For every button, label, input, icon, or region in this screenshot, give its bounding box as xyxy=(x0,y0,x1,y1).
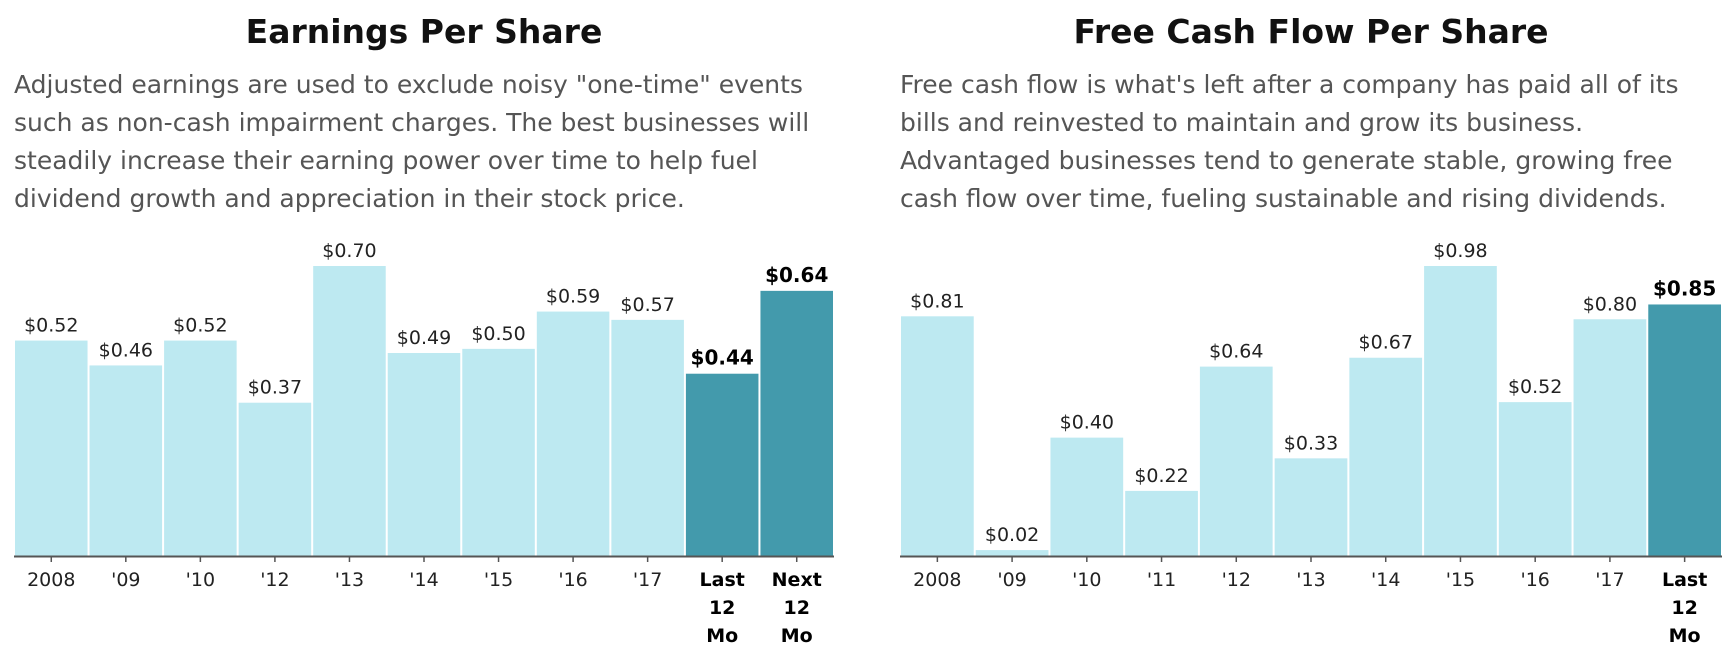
eps-x-tick-label: '12 xyxy=(260,569,289,591)
eps-bar-value-label: $0.52 xyxy=(173,315,227,337)
eps-bar-value-label: $0.57 xyxy=(620,294,674,316)
fcf-bar-value-label: $0.22 xyxy=(1134,465,1188,487)
fcf-x-tick-label: '15 xyxy=(1446,569,1475,591)
fcf-x-tick-label: Last 12 Mo xyxy=(1662,569,1707,647)
fcf-bar-value-label: $0.67 xyxy=(1359,332,1413,354)
eps-x-tick-label: '17 xyxy=(633,569,662,591)
eps-bar-value-label: $0.49 xyxy=(397,327,451,349)
fcf-bar xyxy=(1125,490,1198,556)
eps-x-tick-label: '15 xyxy=(484,569,513,591)
eps-bar-value-label: $0.44 xyxy=(691,346,754,370)
eps-bar xyxy=(313,266,386,556)
eps-bar xyxy=(611,319,684,556)
fcf-chart-title: Free Cash Flow Per Share xyxy=(1073,12,1549,51)
fcf-x-tick-label: '09 xyxy=(997,569,1026,591)
fcf-bar xyxy=(1349,357,1423,556)
eps-bar xyxy=(238,402,312,556)
eps-bar-value-label: $0.70 xyxy=(322,240,376,262)
fcf-bar xyxy=(1199,366,1273,556)
eps-bar xyxy=(387,353,461,556)
fcf-bar-value-label: $0.81 xyxy=(910,290,964,312)
eps-x-tick-label: Last 12 Mo xyxy=(700,569,745,647)
eps-chart-description: Adjusted earnings are used to exclude no… xyxy=(14,70,810,213)
fcf-bar-value-label: $0.52 xyxy=(1508,376,1562,398)
eps-x-tick-label: Next 12 Mo xyxy=(772,569,822,647)
eps-bar-value-label: $0.50 xyxy=(471,323,525,345)
eps-bar-value-label: $0.64 xyxy=(765,263,828,287)
fcf-x-tick-label: '14 xyxy=(1371,569,1400,591)
eps-bar xyxy=(89,365,163,556)
eps-bar xyxy=(15,340,88,556)
eps-chart-title: Earnings Per Share xyxy=(245,12,603,51)
fcf-bar-chart: $0.81 2008 $0.02 '09 $0.40 '10 $0.22 '11 $0.64 '1… xyxy=(900,240,1722,647)
fcf-x-tick-label: '16 xyxy=(1520,569,1549,591)
fcf-x-tick-label: '13 xyxy=(1296,569,1325,591)
eps-bar xyxy=(462,348,535,556)
eps-x-tick-label: '09 xyxy=(111,569,140,591)
fcf-x-tick-label: '11 xyxy=(1147,569,1176,591)
eps-bar xyxy=(164,340,237,556)
fcf-bar xyxy=(1648,304,1721,556)
fcf-panel: Free Cash Flow Per Share Free cash flow … xyxy=(900,0,1722,647)
fcf-bar xyxy=(1498,402,1572,556)
eps-panel: Earnings Per Share Adjusted earnings are… xyxy=(14,0,834,647)
eps-bar xyxy=(760,290,833,556)
eps-bar-value-label: $0.46 xyxy=(99,339,153,361)
eps-bar xyxy=(685,373,759,556)
fcf-bar-value-label: $0.33 xyxy=(1284,432,1338,454)
fcf-bar-value-label: $0.80 xyxy=(1583,293,1637,315)
eps-bar-chart: $0.52 2008 $0.46 '09 $0.52 '10 $0.37 '12 $0.70 '1… xyxy=(14,240,834,647)
fcf-bar-value-label: $0.98 xyxy=(1433,240,1487,262)
fcf-bar xyxy=(1050,437,1124,556)
fcf-bar-value-label: $0.85 xyxy=(1653,276,1716,300)
fcf-chart-description: Free cash flow is what's left after a co… xyxy=(900,70,1679,213)
fcf-x-tick-label: '17 xyxy=(1595,569,1624,591)
fcf-bar xyxy=(1274,458,1348,556)
eps-bar-value-label: $0.37 xyxy=(248,377,302,399)
fcf-bar xyxy=(901,316,974,556)
fcf-bar xyxy=(1424,266,1497,556)
eps-x-tick-label: '10 xyxy=(186,569,215,591)
eps-bar-value-label: $0.59 xyxy=(546,286,600,308)
fcf-bar-value-label: $0.02 xyxy=(985,524,1039,546)
fcf-x-tick-label: '12 xyxy=(1222,569,1251,591)
fcf-x-tick-label: 2008 xyxy=(913,569,961,591)
fcf-bar-value-label: $0.64 xyxy=(1209,341,1263,363)
eps-x-tick-label: '16 xyxy=(558,569,587,591)
eps-x-tick-label: '13 xyxy=(335,569,364,591)
fcf-bar xyxy=(975,550,1049,556)
fcf-bar xyxy=(1573,319,1647,556)
eps-bar-value-label: $0.52 xyxy=(24,315,78,337)
fcf-bar-value-label: $0.40 xyxy=(1060,412,1114,434)
eps-bar xyxy=(536,311,610,556)
eps-x-tick-label: 2008 xyxy=(27,569,75,591)
fcf-x-tick-label: '10 xyxy=(1072,569,1101,591)
eps-x-tick-label: '14 xyxy=(409,569,438,591)
